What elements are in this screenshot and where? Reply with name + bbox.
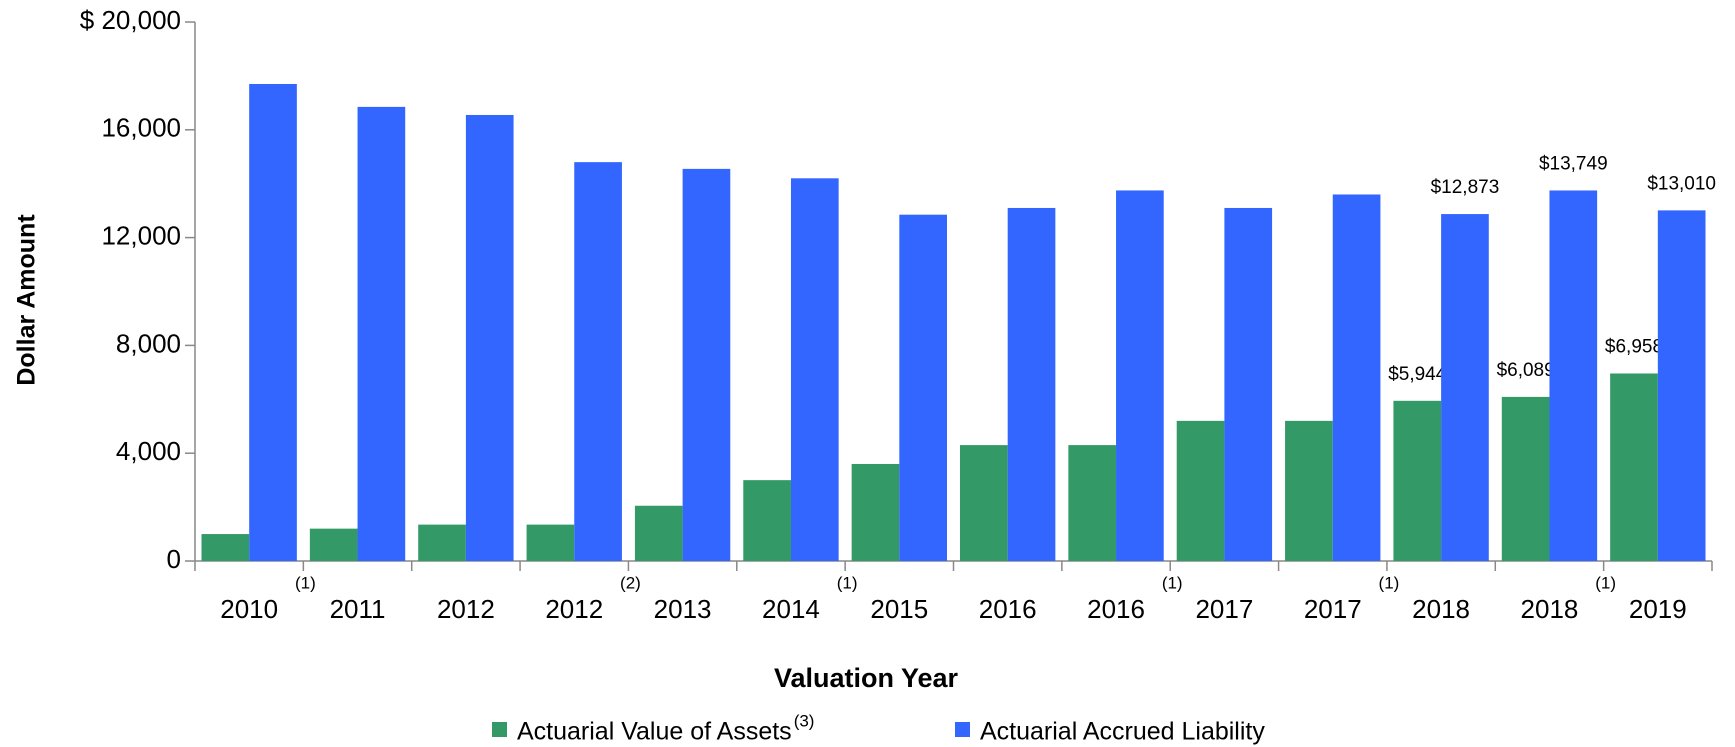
bar [357,106,406,561]
data-label: $5,944 [1388,364,1447,385]
y-tick-label: 16,000 [101,113,181,143]
bar [574,162,622,561]
category-note: (1) [1162,573,1183,592]
bar [201,534,250,561]
bar [1332,194,1381,562]
bar [1068,445,1117,561]
category-note: (2) [620,573,641,592]
x-tick-label: 2012 [437,594,495,624]
bar [1224,207,1273,561]
x-tick-label: 2012 [545,594,603,624]
bar [1549,190,1598,561]
x-tick-label: 2017 [1304,594,1362,624]
data-label: $12,873 [1431,177,1500,198]
x-tick-label: 2016 [1087,594,1145,624]
x-tick-label: 2017 [1195,594,1253,624]
x-tick-label: 2018 [1412,594,1470,624]
legend-label: Actuarial Value of Assets [517,718,792,746]
x-tick-label: 2018 [1521,594,1579,624]
bar [634,505,683,561]
x-axis-title: Valuation Year [774,663,959,693]
bar [418,524,466,561]
x-tick-label: 2014 [762,594,820,624]
bar [899,214,947,561]
bar [1116,190,1164,561]
bar [1441,214,1489,562]
y-tick-label: 12,000 [101,220,181,250]
bar [1285,420,1333,561]
bar [851,463,900,561]
data-label: $13,749 [1539,153,1608,174]
legend-swatch [955,722,970,737]
bar [960,445,1008,561]
category-note: (1) [1595,573,1616,592]
bar [465,114,514,561]
bar [1007,207,1056,561]
bar [1393,400,1442,561]
bar [1610,373,1658,561]
x-tick-label: 2011 [330,594,386,624]
y-tick-label: 8,000 [116,328,181,358]
bar [1657,210,1706,561]
legend-swatch [492,722,507,737]
category-note: (1) [295,573,316,592]
data-label: $6,958 [1605,336,1663,357]
bar [743,480,791,561]
category-note: (1) [1379,573,1400,592]
x-tick-label: 2019 [1629,594,1687,624]
x-tick-label: 2013 [654,594,712,624]
bar [249,83,297,562]
legend-note: (3) [794,711,815,730]
data-label: $13,010 [1647,173,1716,194]
bar [790,178,839,561]
bar [526,524,575,561]
y-axis-title: Dollar Amount [13,214,41,386]
y-tick-label: 4,000 [116,436,181,466]
y-tick-label: $ 20,000 [80,5,181,35]
bar [1176,420,1225,561]
legend-label: Actuarial Accrued Liability [980,718,1265,746]
bar [309,528,358,561]
y-tick-label: 0 [167,544,181,574]
category-note: (1) [837,573,858,592]
x-tick-label: 2010 [220,594,278,624]
data-label: $6,089 [1497,360,1555,381]
x-tick-label: 2016 [979,594,1037,624]
x-tick-label: 2015 [870,594,928,624]
bar [1501,396,1550,561]
bar [682,168,731,561]
